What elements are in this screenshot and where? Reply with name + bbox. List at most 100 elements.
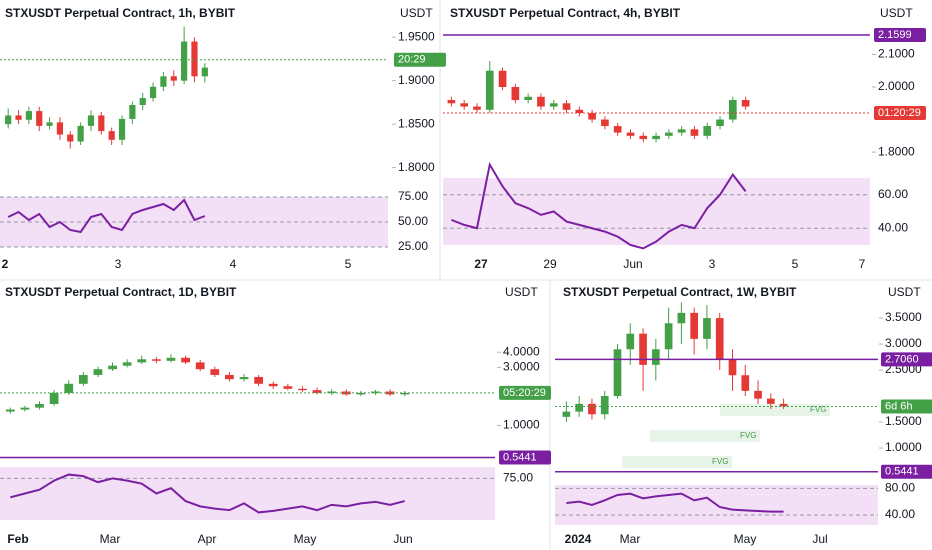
rsi-line	[7, 198, 206, 234]
x-tick-label: 2024	[565, 532, 592, 546]
candle-body	[639, 135, 648, 140]
candle-body	[64, 383, 74, 393]
x-tick-label: 5	[345, 257, 352, 271]
candle-body	[137, 359, 147, 363]
candle-body	[715, 318, 724, 360]
candle-body	[139, 98, 146, 105]
price-tag-label: 2.1599	[878, 29, 912, 41]
y-tick-label: 3.0000	[885, 336, 922, 350]
candle-body	[664, 323, 673, 350]
x-tick-label: Mar	[620, 532, 641, 546]
price-tag-label: 05:20:29	[503, 387, 546, 399]
candle-body	[283, 386, 293, 389]
x-tick-label: 5	[792, 257, 799, 271]
candle-body	[562, 103, 571, 110]
unit-label: USDT	[505, 285, 538, 299]
price-tag	[874, 27, 926, 42]
x-tick-label: Mar	[100, 532, 121, 546]
candle-body	[385, 391, 395, 395]
rsi-tick-label: 50.00	[398, 214, 428, 228]
x-tick-label: Apr	[198, 532, 217, 546]
candle-body	[549, 103, 558, 107]
panel-title: STXUSDT Perpetual Contract, 1h, BYBIT	[5, 6, 236, 20]
price-tag	[881, 352, 932, 367]
panel-title: STXUSDT Perpetual Contract, 1W, BYBIT	[563, 285, 797, 299]
rsi-tick-label: 25.00	[398, 239, 428, 253]
fvg-zone	[622, 456, 732, 468]
candle-body	[191, 41, 198, 77]
x-tick-label: May	[294, 532, 317, 546]
candle-body	[166, 357, 176, 361]
unit-label: USDT	[880, 6, 913, 20]
x-tick-label: 4	[230, 257, 237, 271]
x-tick-label: 27	[474, 257, 488, 271]
x-tick-label: May	[734, 532, 757, 546]
candle-body	[741, 375, 750, 391]
price-tag-label: 6d 6h	[885, 400, 913, 412]
candle-body	[108, 131, 115, 140]
price-tag-label: 0.5441	[503, 451, 537, 463]
panel-title: STXUSDT Perpetual Contract, 4h, BYBIT	[450, 6, 681, 20]
candle-body	[703, 126, 712, 136]
panel-title: STXUSDT Perpetual Contract, 1D, BYBIT	[5, 285, 237, 299]
unit-label: USDT	[888, 285, 921, 299]
y-tick-label: 1.9000	[398, 73, 435, 87]
candle-body	[652, 135, 660, 140]
candle-body	[690, 312, 698, 339]
candle-body	[677, 129, 686, 133]
candle-body	[588, 403, 596, 415]
y-tick-label: 1.9500	[398, 29, 435, 43]
y-tick-label: 1.0000	[503, 418, 540, 432]
candle-body	[78, 374, 88, 384]
y-tick-label: 3.0000	[503, 360, 540, 374]
candle-body	[108, 365, 117, 370]
y-tick-label: 2.0000	[878, 79, 915, 93]
candle-body	[485, 70, 494, 110]
price-tag-label: 2.7060	[885, 353, 919, 365]
candle-body	[36, 111, 43, 126]
price-tag-label: 20:29	[398, 54, 426, 66]
candle-body	[5, 409, 15, 412]
candle-body	[210, 369, 220, 375]
candle-body	[601, 119, 609, 127]
candle-body	[498, 70, 507, 88]
candle-body	[371, 391, 380, 393]
y-tick-label: 1.8500	[398, 116, 435, 130]
candle-body	[201, 67, 208, 77]
candle-body	[562, 411, 571, 417]
candle-body	[524, 96, 532, 101]
candle-body	[400, 392, 410, 395]
price-tag	[394, 52, 446, 67]
candle-body	[767, 398, 775, 404]
candle-body	[151, 359, 161, 361]
candle-body	[195, 362, 205, 370]
candle-body	[239, 377, 249, 380]
fvg-label: FVG	[740, 431, 756, 440]
candle-body	[600, 396, 609, 415]
candle-body	[511, 87, 520, 101]
fvg-zone	[650, 430, 760, 442]
x-tick-label: 2	[2, 257, 9, 271]
rsi-line	[451, 161, 747, 250]
candle-body	[170, 76, 177, 81]
candle-body	[181, 357, 190, 363]
fvg-label: FVG	[810, 405, 826, 414]
candle-body	[20, 407, 30, 410]
candle-body	[639, 333, 647, 365]
candle-body	[87, 115, 95, 126]
candle-body	[93, 369, 103, 375]
candle-body	[613, 349, 622, 397]
rsi-line	[566, 492, 784, 513]
rsi-tick-label: 75.00	[398, 189, 428, 203]
y-tick-label: 3.5000	[885, 310, 922, 324]
candle-body	[149, 86, 157, 99]
x-tick-label: Feb	[7, 532, 28, 546]
rsi-tick-label: 40.00	[885, 507, 915, 521]
candle-body	[626, 333, 635, 350]
y-tick-label: 2.1000	[878, 47, 915, 61]
candle-body	[298, 388, 307, 391]
candle-body	[56, 122, 64, 135]
candle-body	[356, 392, 366, 395]
candle-body	[716, 119, 724, 127]
